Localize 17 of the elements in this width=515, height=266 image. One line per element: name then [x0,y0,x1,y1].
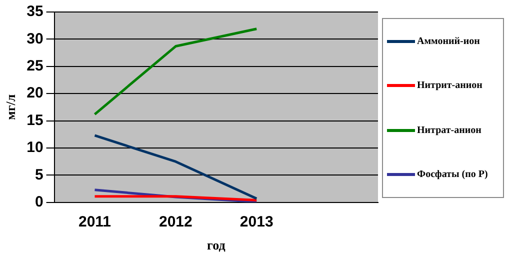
y-tick-label: 10 [26,139,44,156]
legend-label: Аммоний-ион [417,36,480,47]
x-tick-label: 2013 [240,214,274,231]
x-tick-label: 2011 [78,214,112,231]
x-tick-label: 2012 [158,214,192,231]
legend-label: Нитрит-анион [417,80,482,92]
x-axis-title: год [207,238,226,253]
y-tick-label: 5 [34,166,44,184]
legend-label: Фосфаты (по Р) [417,169,488,180]
y-tick-label: 20 [26,84,44,102]
y-axis-title: мг/л [3,94,18,120]
y-tick-label: 25 [26,58,44,75]
y-tick-label: 35 [26,3,44,20]
y-tick-label: 30 [26,30,44,48]
y-tick-label: 0 [34,194,44,211]
legend-label: Нитрат-анион [417,124,482,136]
y-tick-label: 15 [26,112,44,129]
